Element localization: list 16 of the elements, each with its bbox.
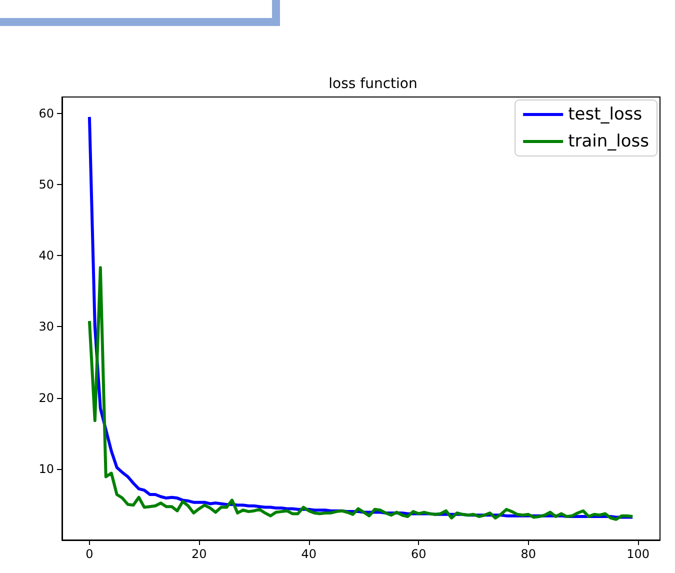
chart-title: loss function	[328, 76, 418, 92]
x-tick-label: 100	[626, 547, 650, 561]
x-tick-label: 20	[192, 547, 207, 561]
legend-label: train_loss	[568, 132, 650, 152]
y-tick-label: 40	[38, 248, 54, 263]
y-tick-label: 60	[38, 106, 54, 120]
y-tick-label: 30	[38, 320, 54, 334]
y-tick-label: 50	[38, 177, 54, 192]
line-series	[88, 266, 634, 521]
x-tick-label: 80	[520, 547, 536, 561]
y-tick-label: 20	[38, 390, 54, 405]
x-tick-label: 60	[410, 547, 426, 561]
x-tick-label: 0	[86, 547, 94, 561]
x-tick-label: 40	[301, 547, 317, 561]
y-tick-label: 10	[38, 462, 54, 476]
legend-label: test_loss	[568, 104, 642, 124]
